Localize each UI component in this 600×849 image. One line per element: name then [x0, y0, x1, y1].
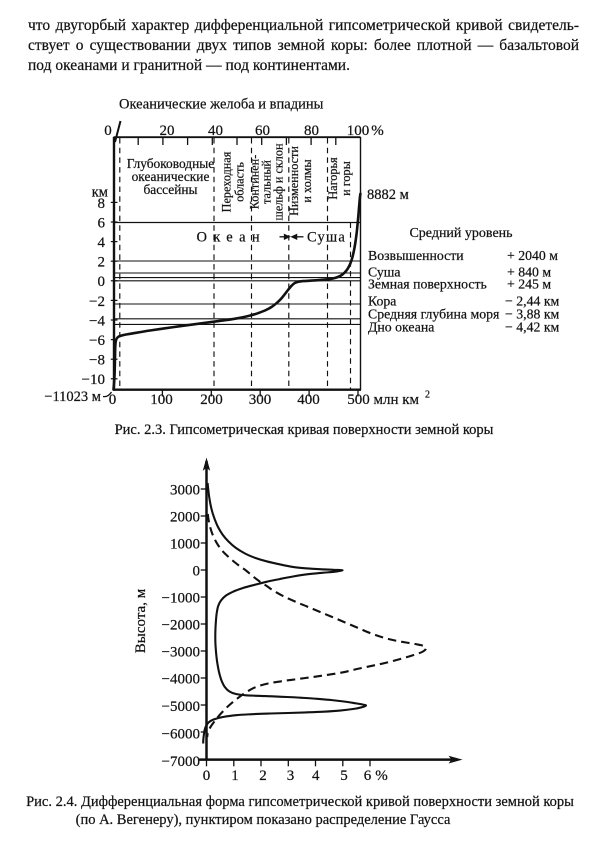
svg-text:Высота, м: Высота, м: [133, 588, 149, 653]
svg-text:+ 840 м: + 840 м: [507, 265, 551, 280]
svg-text:км: км: [92, 185, 108, 201]
svg-text:− 3,88 км: − 3,88 км: [505, 307, 560, 322]
svg-text:60: 60: [255, 123, 270, 139]
svg-text:Океанические желоба и впадины: Океанические желоба и впадины: [119, 97, 324, 113]
svg-text:1000: 1000: [170, 536, 200, 552]
svg-text:0: 0: [104, 123, 112, 139]
svg-text:−5000: −5000: [162, 699, 200, 715]
svg-text:0: 0: [109, 392, 117, 408]
svg-text:3: 3: [287, 768, 295, 784]
svg-text:6: 6: [364, 768, 372, 784]
svg-text:и горы: и горы: [339, 161, 353, 196]
svg-text:500: 500: [347, 392, 370, 408]
svg-text:3000: 3000: [170, 482, 200, 498]
svg-text:Дно океана: Дно океана: [368, 320, 434, 335]
svg-text:2000: 2000: [170, 509, 200, 525]
svg-text:−3000: −3000: [162, 644, 200, 660]
svg-text:4: 4: [312, 768, 320, 784]
svg-text:−4000: −4000: [162, 671, 200, 687]
svg-text:Суша: Суша: [368, 265, 401, 280]
svg-text:400: 400: [297, 392, 320, 408]
svg-text:и холмы: и холмы: [300, 159, 314, 202]
svg-text:4: 4: [98, 235, 106, 251]
svg-text:0: 0: [193, 563, 201, 579]
svg-text:Средний уровень: Средний уровень: [409, 226, 512, 241]
svg-text:Глубоководные: Глубоководные: [127, 156, 214, 171]
svg-text:−7000: −7000: [162, 754, 200, 770]
svg-text:80: 80: [304, 123, 319, 139]
svg-text:+ 245 м: + 245 м: [507, 277, 551, 292]
svg-text:−2: −2: [89, 294, 105, 310]
svg-text:2: 2: [425, 390, 430, 401]
svg-text:8: 8: [98, 196, 106, 212]
svg-text:−10: −10: [82, 372, 105, 388]
svg-text:40: 40: [208, 123, 223, 139]
svg-text:Континен-: Континен-: [248, 155, 262, 210]
svg-text:%: %: [371, 123, 384, 139]
svg-text:Возвышенности: Возвышенности: [368, 248, 464, 263]
svg-text:−1000: −1000: [162, 590, 200, 606]
svg-text:Низменности: Низменности: [287, 146, 301, 216]
svg-text:океанические: океанические: [132, 169, 210, 184]
svg-text:200: 200: [200, 392, 223, 408]
svg-text:300: 300: [249, 392, 272, 408]
svg-text:−6: −6: [89, 333, 105, 349]
svg-text:Земная поверхность: Земная поверхность: [368, 277, 487, 292]
svg-text:Океан: Океан: [197, 230, 266, 246]
svg-text:−2000: −2000: [162, 617, 200, 633]
svg-text:Переходная: Переходная: [220, 151, 234, 212]
svg-text:+ 2040 м: + 2040 м: [507, 248, 558, 263]
svg-text:тальный: тальный: [260, 160, 274, 204]
svg-text:Кора: Кора: [368, 294, 396, 309]
svg-text:−8: −8: [89, 353, 105, 369]
svg-text:бассейны: бассейны: [143, 182, 197, 197]
svg-text:6: 6: [98, 215, 106, 231]
svg-text:0: 0: [203, 768, 211, 784]
svg-text:−11023 м: −11023 м: [44, 389, 101, 405]
svg-text:млн км: млн км: [374, 392, 420, 408]
svg-text:1: 1: [231, 768, 239, 784]
svg-text:Нагорья: Нагорья: [326, 157, 340, 200]
svg-text:−4: −4: [89, 313, 105, 329]
svg-text:Суша: Суша: [307, 230, 346, 246]
svg-text:%: %: [375, 768, 388, 784]
svg-text:0: 0: [98, 274, 106, 290]
svg-text:8882 м: 8882 м: [367, 187, 409, 203]
svg-text:5: 5: [340, 768, 348, 784]
svg-text:2: 2: [259, 768, 267, 784]
svg-text:−6000: −6000: [162, 726, 200, 742]
svg-text:область: область: [233, 162, 247, 202]
svg-text:шельф и склон: шельф и склон: [272, 143, 286, 220]
svg-text:20: 20: [160, 123, 175, 139]
svg-text:2: 2: [98, 255, 106, 271]
svg-text:100: 100: [150, 392, 173, 408]
svg-text:− 4,42 км: − 4,42 км: [505, 320, 560, 335]
svg-text:100: 100: [347, 123, 370, 139]
svg-text:Средняя глубина моря: Средняя глубина моря: [368, 307, 500, 322]
svg-text:− 2,44 км: − 2,44 км: [505, 294, 560, 309]
